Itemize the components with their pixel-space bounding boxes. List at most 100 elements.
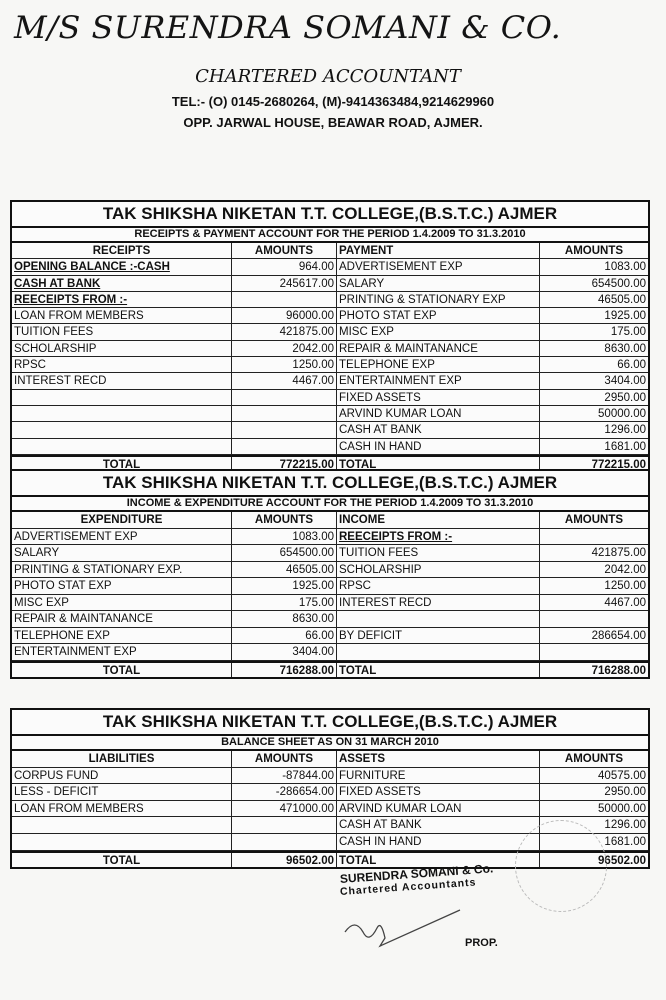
table-cell: TUITION FEES	[337, 545, 540, 561]
table-cell: 1250.00	[232, 357, 337, 373]
table-cell: 4467.00	[232, 373, 337, 389]
table-cell: AMOUNTS	[564, 245, 624, 257]
table-cell: TOTAL	[12, 852, 232, 868]
table-cell: 716288.00	[232, 662, 337, 677]
table-cell	[12, 405, 232, 422]
table-cell	[232, 422, 337, 438]
table-title: TAK SHIKSHA NIKETAN T.T. COLLEGE,(B.S.T.…	[12, 202, 648, 228]
table-cell: 964.00	[232, 259, 337, 275]
table-cell: 175.00	[610, 326, 646, 339]
table-row: ARVIND KUMAR LOAN 50000.00	[12, 405, 648, 423]
table-header-row: EXPENDITURE AMOUNTS INCOME AMOUNTS	[12, 512, 648, 529]
table-cell: 8630.00	[232, 611, 337, 627]
table-cell: 96502.00	[598, 854, 646, 867]
table-cell: RPSC	[337, 578, 540, 594]
statement-table: TAK SHIKSHA NIKETAN T.T. COLLEGE,(B.S.T.…	[10, 469, 650, 679]
table-cell	[540, 611, 648, 627]
table-header-row: LIABILITIES AMOUNTS ASSETS AMOUNTS	[12, 751, 648, 768]
table-cell: 654500.00	[232, 545, 337, 561]
table-row: ADVERTISEMENT EXP 1083.00 REECEIPTS FROM :…	[12, 528, 648, 545]
table-cell: ADVERTISEMENT EXP	[12, 528, 232, 544]
table-cell: 96502.00	[232, 852, 337, 868]
table-cell: AMOUNTS	[564, 514, 624, 526]
handwritten-signature	[344, 909, 461, 948]
table-cell: 654500.00	[591, 277, 646, 290]
table-cell: INCOME	[337, 512, 540, 528]
table-row: RPSC 1250.00 TELEPHONE EXP 66.00	[12, 357, 648, 374]
table-row: CASH IN HAND 1681.00	[12, 438, 648, 455]
seal-stamp	[515, 820, 607, 912]
table-title: TAK SHIKSHA NIKETAN T.T. COLLEGE,(B.S.T.…	[12, 471, 648, 497]
table-row: CASH AT BANK 245617.00 SALARY 654500.00	[12, 275, 648, 292]
table-cell: SALARY	[337, 275, 540, 291]
table-cell	[232, 291, 337, 308]
table-cell: MISC EXP	[12, 594, 232, 610]
table-subtitle: INCOME & EXPENDITURE ACCOUNT FOR THE PER…	[12, 497, 648, 512]
table-row: REPAIR & MAINTANANCE 8630.00	[12, 611, 648, 628]
table-cell	[12, 438, 232, 454]
table-cell: 175.00	[232, 594, 337, 610]
table-cell: ARVIND KUMAR LOAN	[337, 800, 540, 817]
table-row: OPENING BALANCE :-CASH 964.00 ADVERTISEMEN…	[12, 259, 648, 276]
signature-block: SURENDRA SOMANI & Co. Chartered Accounta…	[340, 861, 498, 949]
table-cell: 471000.00	[232, 800, 337, 817]
table-row: ENTERTAINMENT EXP 3404.00	[12, 644, 648, 661]
table-cell: REPAIR & MAINTANANCE	[337, 340, 540, 357]
designation: CHARTERED ACCOUNTANT	[0, 66, 666, 87]
table-cell: INTEREST RECD	[337, 594, 540, 610]
table-total-row: TOTAL 772215.00 TOTAL 772215.00	[12, 454, 648, 472]
table-cell: ADVERTISEMENT EXP	[337, 259, 540, 275]
table-cell: ARVIND KUMAR LOAN	[337, 405, 540, 422]
table-cell: 1681.00	[604, 440, 646, 453]
table-cell: 1083.00	[232, 528, 337, 544]
table-cell: LIABILITIES	[12, 751, 232, 767]
table-cell: 245617.00	[232, 275, 337, 291]
table-row: MISC EXP 175.00 INTEREST RECD 4467.00	[12, 594, 648, 611]
table-total-row: TOTAL 716288.00 TOTAL 716288.00	[12, 660, 648, 677]
table-cell: 286654.00	[591, 629, 646, 642]
table-row: PRINTING & STATIONARY EXP. 46505.00 SCHOLA…	[12, 561, 648, 578]
table-row: REECEIPTS FROM :- PRINTING & STATIONARY E…	[12, 291, 648, 309]
table-cell: CASH IN HAND	[337, 833, 540, 850]
table-cell: 1925.00	[604, 310, 646, 323]
table-cell: 8630.00	[604, 342, 646, 355]
table-cell: TELEPHONE EXP	[337, 357, 540, 373]
table-cell: SCHOLARSHIP	[12, 340, 232, 357]
table-cell: SCHOLARSHIP	[337, 561, 540, 577]
table-cell: TELEPHONE EXP	[12, 627, 232, 643]
table-cell: AMOUNTS	[232, 243, 337, 259]
table-cell	[232, 438, 337, 454]
table-cell: 66.00	[232, 627, 337, 643]
table-cell: PRINTING & STATIONARY EXP.	[12, 561, 232, 577]
table-cell: INTEREST RECD	[12, 373, 232, 389]
address: OPP. JARWAL HOUSE, BEAWAR ROAD, AJMER.	[183, 115, 483, 130]
table-total-row: TOTAL 96502.00 TOTAL 96502.00	[12, 850, 648, 868]
table-cell: 1296.00	[604, 819, 646, 832]
table-cell: 1681.00	[604, 835, 646, 848]
table-cell: SALARY	[12, 545, 232, 561]
table-cell: 50000.00	[598, 407, 646, 420]
table-cell: 46505.00	[232, 561, 337, 577]
table-cell: EXPENDITURE	[12, 512, 232, 528]
table-cell: 40575.00	[598, 769, 646, 782]
table-cell: 2950.00	[604, 786, 646, 799]
designation-text: CHARTERED ACCOUNTANT	[195, 66, 461, 87]
table-cell: AMOUNTS	[232, 512, 337, 528]
table-cell: 50000.00	[598, 802, 646, 815]
table-cell	[232, 833, 337, 850]
statement-table: TAK SHIKSHA NIKETAN T.T. COLLEGE,(B.S.T.…	[10, 200, 650, 474]
table-cell	[12, 817, 232, 833]
table-cell: -87844.00	[232, 767, 337, 784]
firm-name: M/S SURENDRA SOMANI & CO.	[14, 10, 562, 46]
table-cell: MISC EXP	[337, 324, 540, 340]
table-cell: 46505.00	[598, 293, 646, 306]
table-cell: ENTERTAINMENT EXP	[337, 373, 540, 389]
table-cell: CASH IN HAND	[337, 438, 540, 454]
table-cell: TOTAL	[337, 456, 540, 472]
telephone: TEL:- (O) 0145-2680264, (M)-9414363484,9…	[171, 94, 495, 109]
table-cell: FIXED ASSETS	[337, 784, 540, 800]
table-row: CASH AT BANK 1296.00	[12, 817, 648, 834]
table-cell: FIXED ASSETS	[337, 389, 540, 405]
table-subtitle: BALANCE SHEET AS ON 31 MARCH 2010	[12, 736, 648, 751]
table-row: TUITION FEES 421875.00 MISC EXP 175.00	[12, 324, 648, 341]
